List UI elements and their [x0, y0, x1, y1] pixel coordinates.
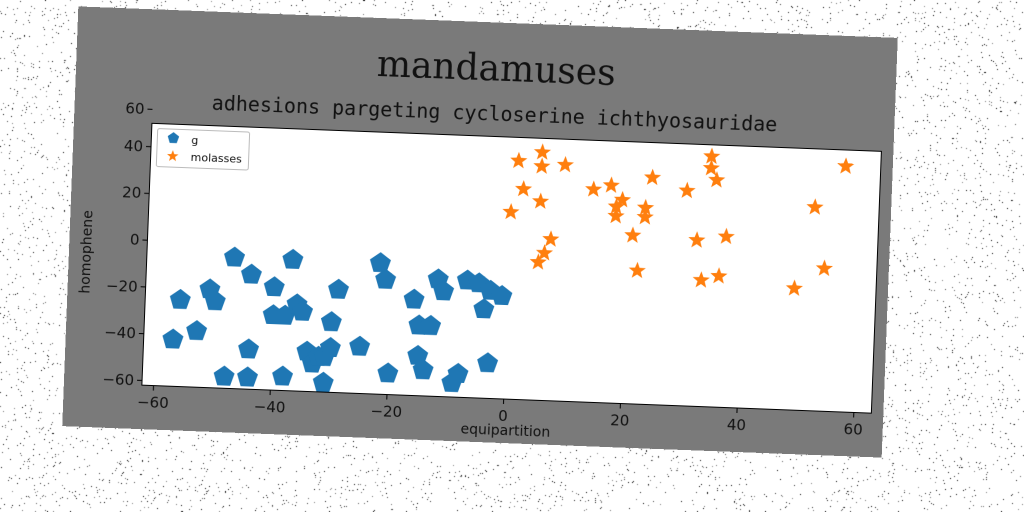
- data-point-g: [420, 314, 442, 336]
- data-points: [162, 143, 855, 393]
- data-point-molasses: [678, 181, 696, 199]
- x-axis-label: equipartition: [460, 421, 550, 440]
- data-point-g: [238, 338, 260, 359]
- y-tick-label: 0: [130, 231, 140, 249]
- axis-ticks: −60 −40 −20 0 20 40 60 −60 −40 −20 0 20 40 60: [102, 99, 863, 439]
- y-tick-label: 60: [125, 99, 145, 118]
- data-point-molasses: [806, 198, 824, 215]
- data-point-g: [186, 320, 208, 341]
- data-point-g: [282, 248, 304, 269]
- data-point-g: [491, 284, 513, 306]
- data-point-molasses: [717, 227, 735, 245]
- data-point-g: [349, 335, 371, 356]
- x-tick-label: −20: [370, 402, 402, 421]
- data-point-molasses: [708, 171, 726, 188]
- data-point-g: [433, 280, 455, 301]
- data-point-g: [328, 278, 350, 299]
- data-point-g: [473, 298, 495, 319]
- data-point-molasses: [510, 151, 528, 169]
- figure-panel: mandamuses adhesions pargeting cycloseri…: [62, 6, 898, 458]
- data-point-molasses: [624, 226, 642, 243]
- legend: g molasses: [155, 128, 251, 171]
- data-point-g: [477, 352, 499, 373]
- data-point-molasses: [533, 157, 551, 174]
- data-point-g: [241, 263, 262, 284]
- data-point-g: [447, 362, 469, 383]
- data-point-g: [162, 328, 184, 349]
- data-point-g: [377, 362, 399, 383]
- data-point-g: [204, 290, 226, 311]
- data-point-molasses: [636, 208, 654, 225]
- data-point-molasses: [688, 231, 706, 248]
- data-point-molasses: [533, 143, 552, 160]
- y-tick-label: −20: [106, 276, 138, 295]
- data-point-molasses: [585, 180, 603, 197]
- legend-label-g: g: [191, 134, 198, 147]
- x-tick-label: 40: [727, 416, 747, 435]
- data-point-molasses: [607, 197, 625, 215]
- data-point-g: [272, 365, 294, 386]
- data-point-molasses: [636, 198, 655, 216]
- data-point-g: [213, 365, 235, 386]
- data-point-g: [224, 246, 246, 267]
- x-tick-label: −60: [137, 393, 169, 412]
- data-point-g: [237, 366, 258, 387]
- y-axis-label: homophene: [77, 210, 96, 294]
- data-point-molasses: [613, 190, 632, 208]
- data-point-molasses: [556, 155, 574, 173]
- data-point-molasses: [602, 176, 620, 193]
- legend-marker-molasses: [167, 150, 179, 162]
- data-point-g: [412, 359, 434, 380]
- data-point-molasses: [710, 267, 728, 284]
- data-point-molasses: [785, 279, 803, 296]
- legend-box: [155, 128, 251, 171]
- data-point-molasses: [532, 192, 550, 209]
- legend-label-molasses: molasses: [190, 151, 242, 166]
- data-point-molasses: [529, 253, 547, 270]
- data-point-g: [369, 252, 391, 273]
- data-point-g: [292, 300, 314, 321]
- data-point-molasses: [837, 157, 855, 174]
- data-point-molasses: [644, 168, 662, 186]
- data-point-molasses: [535, 244, 554, 261]
- data-point-g: [169, 288, 191, 310]
- data-point-g: [312, 371, 334, 392]
- legend-marker-g: [167, 132, 180, 144]
- data-point-molasses: [514, 180, 533, 197]
- x-tick-label: 0: [498, 407, 508, 425]
- data-point-molasses: [703, 147, 721, 165]
- data-point-molasses: [607, 207, 625, 224]
- y-tick-label: −40: [104, 323, 136, 342]
- scatter-chart: mandamuses adhesions pargeting cycloseri…: [77, 44, 882, 441]
- data-point-molasses: [628, 261, 646, 279]
- y-tick-label: 40: [124, 137, 144, 156]
- data-point-g: [319, 336, 341, 358]
- x-tick-label: 60: [843, 420, 863, 439]
- data-point-molasses: [815, 259, 833, 277]
- y-tick-label: 20: [122, 183, 142, 202]
- data-point-g: [263, 276, 285, 297]
- data-point-molasses: [692, 271, 710, 288]
- data-point-g: [403, 288, 425, 309]
- data-point-g: [375, 268, 397, 289]
- chart-title: mandamuses: [376, 44, 616, 94]
- y-tick-label: −60: [102, 370, 134, 389]
- x-tick-label: −40: [253, 397, 285, 416]
- x-tick-label: 20: [610, 411, 630, 430]
- data-point-molasses: [702, 159, 720, 176]
- data-point-molasses: [542, 230, 560, 247]
- data-point-molasses: [502, 203, 520, 220]
- data-point-g: [320, 311, 342, 332]
